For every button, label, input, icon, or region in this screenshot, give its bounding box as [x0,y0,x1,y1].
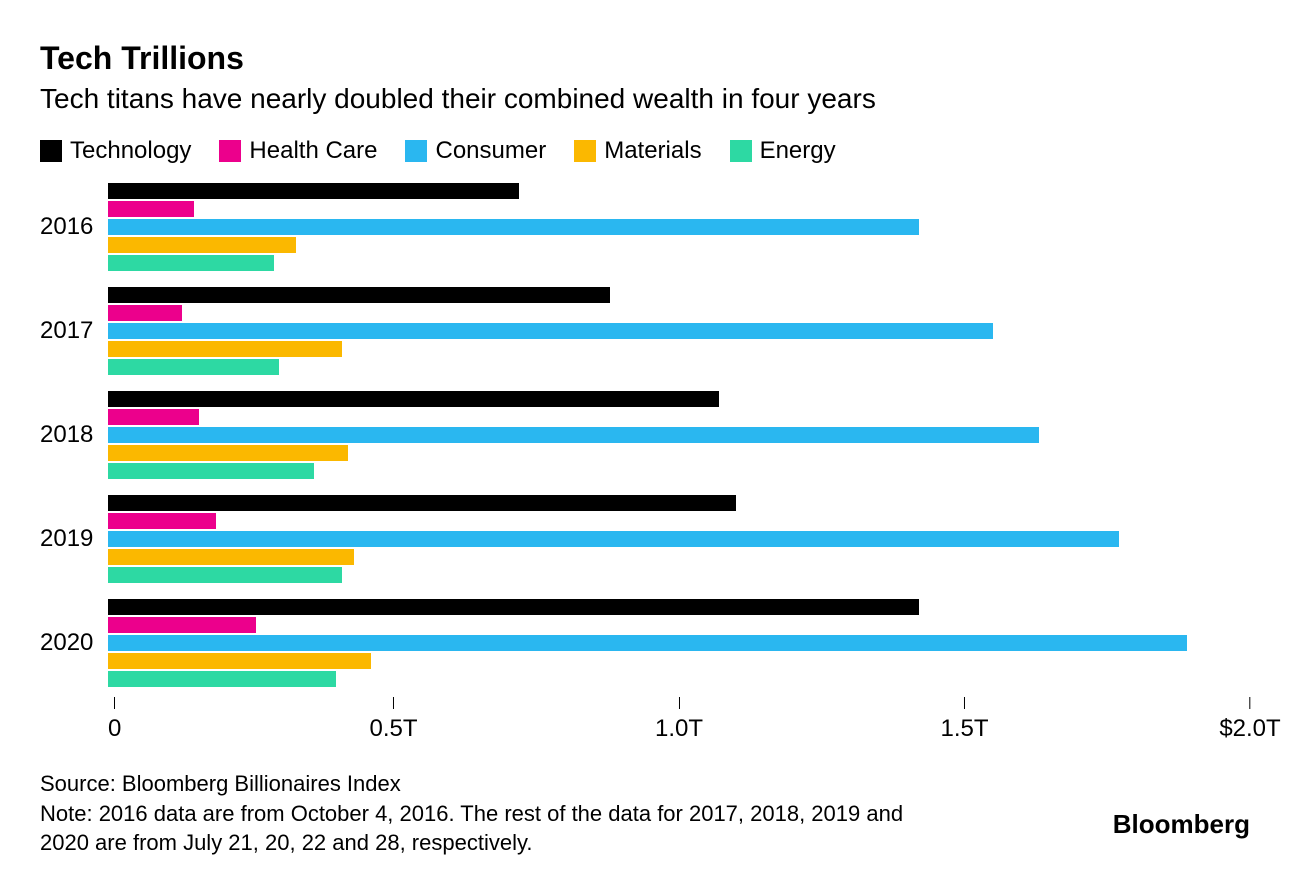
bar [108,445,348,461]
legend: Technology Health Care Consumer Materials En… [40,137,1250,165]
legend-swatch [405,140,427,162]
year-label: 2020 [40,599,108,687]
chart-footer: Source: Bloomberg Billionaires Index Not… [40,769,940,858]
chart-title: Tech Trillions [40,40,1250,77]
tick-mark [964,697,965,709]
bar [108,531,1119,547]
x-axis: 00.5T1.0T1.5T$2.0T [108,697,1250,747]
x-tick: $2.0T [1219,697,1280,743]
bar [108,391,719,407]
bar [108,513,216,529]
year-label: 2018 [40,391,108,479]
legend-label: Consumer [435,137,546,165]
tick-label: 0 [108,715,121,743]
tick-mark [679,697,680,709]
bar [108,255,274,271]
legend-label: Technology [70,137,191,165]
year-label: 2017 [40,287,108,375]
bar [108,463,314,479]
bar [108,287,610,303]
bar [108,549,354,565]
legend-item: Energy [730,137,836,165]
legend-item: Consumer [405,137,546,165]
tick-label: 1.5T [940,715,988,743]
year-label: 2019 [40,495,108,583]
chart-area: 2016 2017 2018 2019 2020 [40,183,1250,687]
source-text: Source: Bloomberg Billionaires Index [40,769,940,799]
bar [108,183,519,199]
bar [108,305,182,321]
tick-mark [114,697,115,709]
x-tick: 0.5T [369,697,417,743]
bar [108,635,1187,651]
bar [108,237,296,253]
bar [108,599,919,615]
y-axis-labels: 2016 2017 2018 2019 2020 [40,183,108,687]
bar [108,617,256,633]
legend-swatch [730,140,752,162]
legend-label: Health Care [249,137,377,165]
brand-logo: Bloomberg [1113,809,1250,840]
year-label: 2016 [40,183,108,271]
bar [108,653,371,669]
bar [108,427,1039,443]
plot-area [108,183,1250,687]
legend-item: Health Care [219,137,377,165]
bar [108,341,342,357]
bar [108,219,919,235]
bar [108,495,736,511]
legend-swatch [219,140,241,162]
year-group [108,183,1250,271]
tick-label: $2.0T [1219,715,1280,743]
tick-mark [393,697,394,709]
tick-label: 0.5T [369,715,417,743]
bar [108,671,336,687]
legend-label: Energy [760,137,836,165]
year-group [108,495,1250,583]
year-group [108,391,1250,479]
bar [108,201,194,217]
note-text: Note: 2016 data are from October 4, 2016… [40,799,940,858]
chart-subtitle: Tech titans have nearly doubled their co… [40,83,1250,115]
bar [108,567,342,583]
tick-mark [1250,697,1251,709]
x-tick: 0 [108,697,121,743]
year-group [108,287,1250,375]
legend-label: Materials [604,137,701,165]
year-group [108,599,1250,687]
legend-item: Technology [40,137,191,165]
legend-swatch [40,140,62,162]
bar [108,323,993,339]
legend-swatch [574,140,596,162]
x-tick: 1.0T [655,697,703,743]
bar [108,409,199,425]
x-tick: 1.5T [940,697,988,743]
tick-label: 1.0T [655,715,703,743]
bar [108,359,279,375]
legend-item: Materials [574,137,701,165]
